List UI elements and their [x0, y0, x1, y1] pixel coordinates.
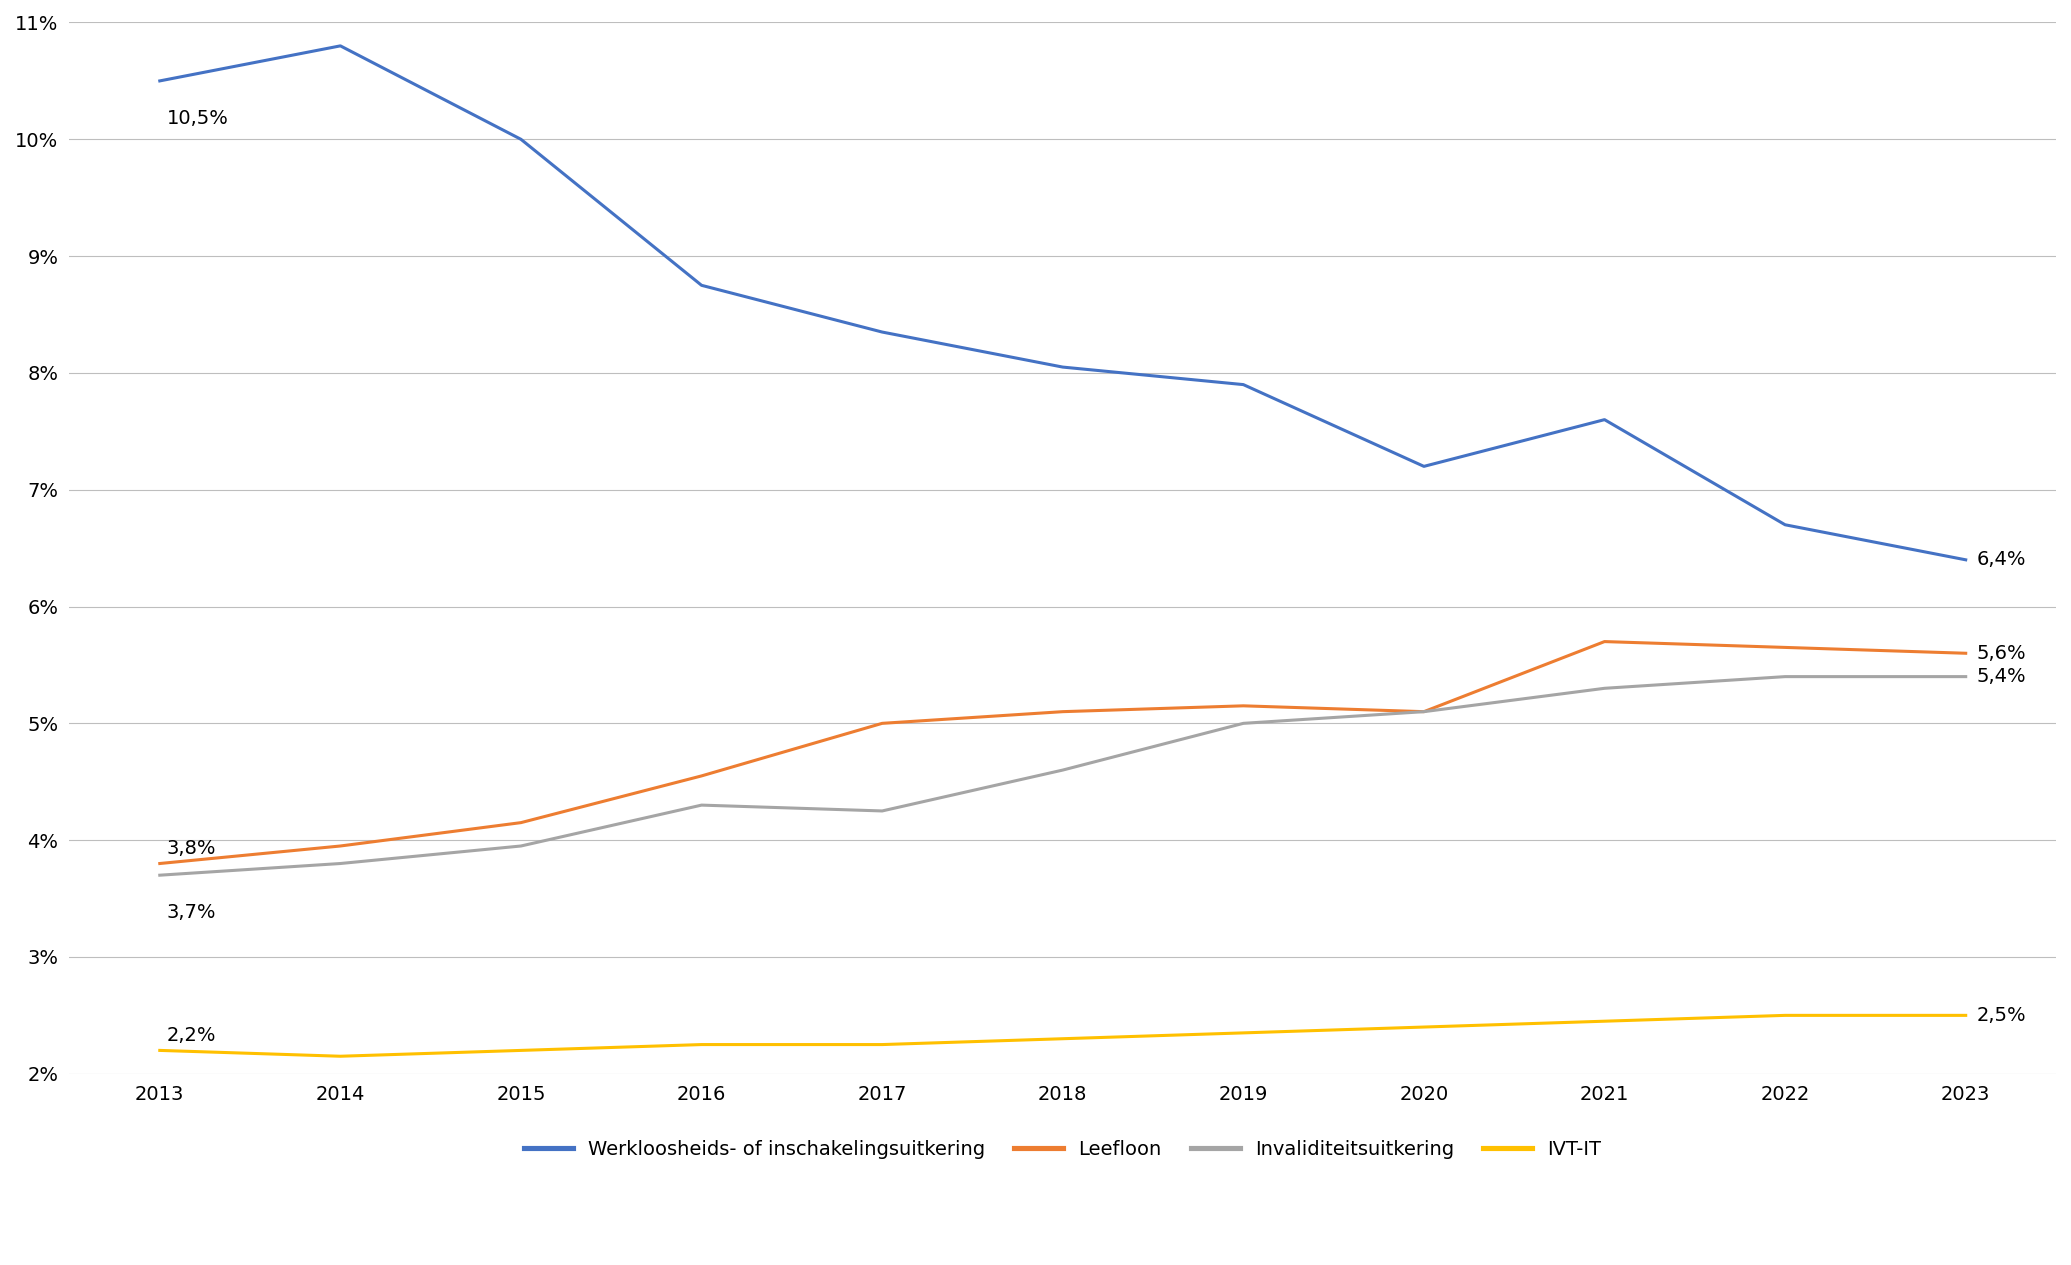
- Text: 5,4%: 5,4%: [1978, 667, 2025, 686]
- Text: 10,5%: 10,5%: [168, 109, 228, 128]
- Text: 3,8%: 3,8%: [168, 839, 215, 858]
- Text: 6,4%: 6,4%: [1978, 550, 2025, 569]
- Text: 2,5%: 2,5%: [1978, 1006, 2025, 1025]
- Legend: Werkloosheids- of inschakelingsuitkering, Leefloon, Invaliditeitsuitkering, IVT-: Werkloosheids- of inschakelingsuitkering…: [514, 1131, 1611, 1169]
- Text: 3,7%: 3,7%: [168, 903, 215, 922]
- Text: 2,2%: 2,2%: [168, 1026, 215, 1045]
- Text: 5,6%: 5,6%: [1978, 644, 2025, 663]
